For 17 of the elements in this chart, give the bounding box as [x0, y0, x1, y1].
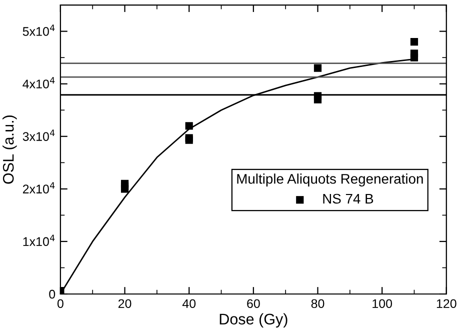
x-tick-label: 0: [57, 299, 64, 308]
x-tick-label: 40: [182, 299, 196, 308]
y-axis-title: OSL (a.u.): [2, 116, 17, 184]
y-tick-label: 4x10$^{4}$: [22, 77, 55, 88]
y-tick-label: 5x10$^{4}$: [22, 24, 55, 36]
x-tick-label: 20: [118, 299, 132, 308]
y-tick-label: 1x10$^{4}$: [23, 234, 55, 246]
x-tick-label: 60: [247, 299, 260, 308]
x-tick-label: 120: [436, 299, 456, 308]
x-axis-title: Dose (Gy): [220, 313, 288, 328]
legend-label: NS 74 B: [323, 194, 374, 204]
x-tick-label: 80: [311, 299, 324, 308]
y-tick-label: 0: [49, 290, 56, 299]
y-tick-label: 3x10$^{4}$: [22, 130, 55, 141]
x-tick-label: 100: [372, 299, 392, 308]
y-tick-label: 2x10$^{4}$: [22, 182, 55, 194]
legend-title: Multiple Aliquots Regeneration: [237, 174, 423, 186]
